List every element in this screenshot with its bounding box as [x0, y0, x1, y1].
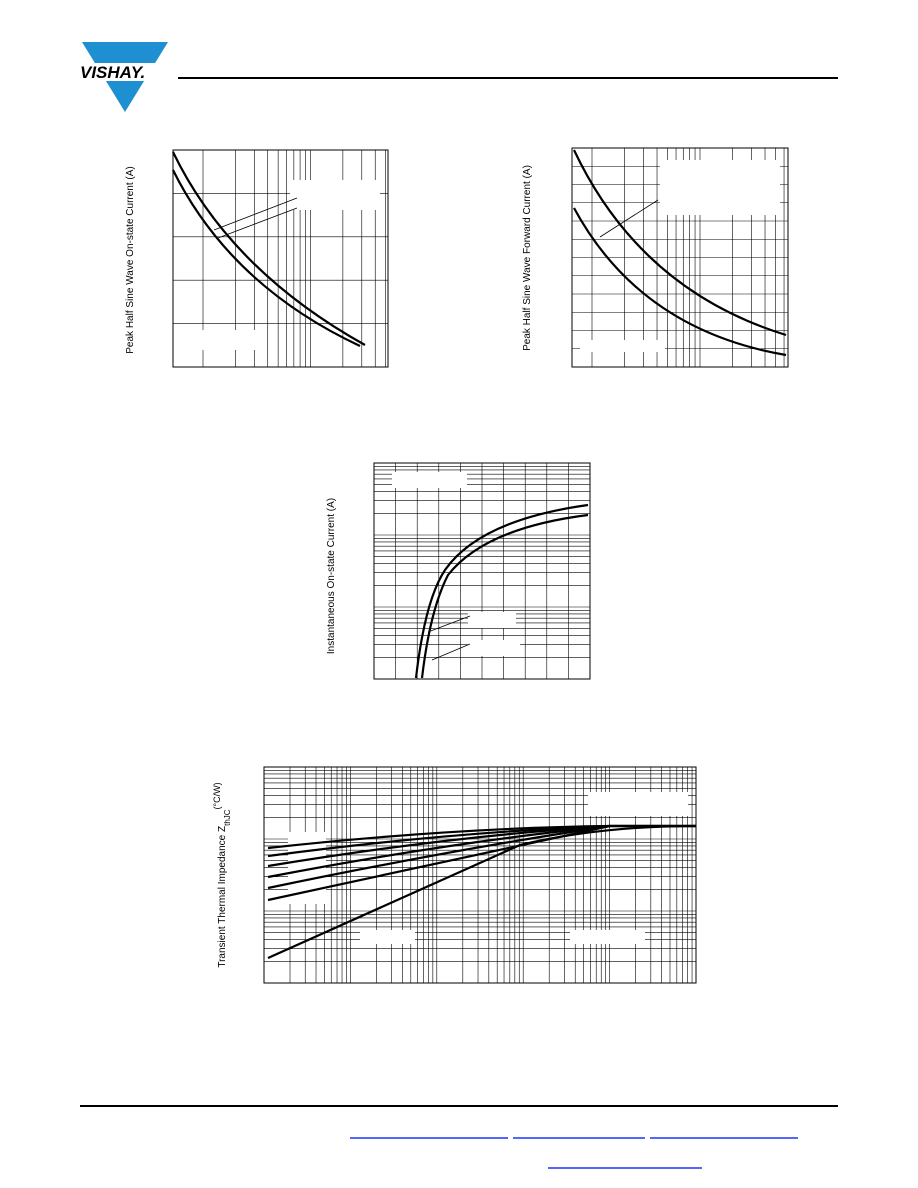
label-box	[570, 930, 645, 944]
curve	[267, 824, 611, 850]
y-axis-label-main: Transient Thermal Impedance Z	[217, 826, 228, 968]
logo: VISHAY.	[80, 63, 145, 82]
figure: Transient Thermal Impedance ZthJC(°C/W)	[212, 766, 697, 984]
curve	[573, 149, 787, 337]
curve	[267, 824, 696, 902]
label-box	[468, 640, 520, 656]
label-box	[660, 160, 780, 215]
label-box	[588, 792, 688, 816]
y-axis-label: Peak Half Sine Wave On-state Current (A)	[125, 166, 136, 353]
curve	[573, 207, 787, 357]
label-box	[468, 612, 516, 628]
plot-frame	[172, 149, 389, 368]
y-axis-label: Transient Thermal Impedance ZthJC(°C/W)	[212, 782, 232, 967]
y-axis-label: Instantaneous On-state Current (A)	[326, 498, 337, 654]
label-box	[580, 340, 665, 352]
curve	[267, 824, 696, 890]
figure: Peak Half Sine Wave Forward Current (A)	[522, 147, 789, 368]
label-box	[200, 330, 260, 350]
footer	[80, 1105, 838, 1169]
curve	[172, 151, 366, 346]
figure: Instantaneous On-state Current (A)	[326, 462, 591, 680]
label-box	[360, 930, 415, 944]
leader	[431, 643, 471, 661]
y-axis-label-subscript: thJC	[223, 809, 232, 826]
plot-frame	[571, 147, 789, 368]
leader	[213, 197, 298, 231]
grid	[172, 149, 389, 368]
label-box	[290, 180, 380, 210]
leader	[217, 207, 298, 239]
figure: Peak Half Sine Wave On-state Current (A)	[125, 149, 389, 368]
logo-backdrop	[80, 63, 174, 81]
plot-frame	[373, 462, 591, 680]
grid	[263, 766, 697, 984]
grid	[571, 147, 789, 368]
y-axis-label-unit: (°C/W)	[212, 782, 222, 809]
curve	[414, 503, 589, 679]
leader	[599, 199, 659, 238]
curve	[172, 169, 361, 347]
header: VISHAY.	[80, 42, 838, 112]
grid	[373, 462, 591, 680]
leader	[427, 615, 471, 633]
y-axis-label: Peak Half Sine Wave Forward Current (A)	[522, 165, 533, 351]
label-box	[392, 472, 467, 488]
plot-frame	[263, 766, 697, 984]
curve	[420, 513, 589, 679]
